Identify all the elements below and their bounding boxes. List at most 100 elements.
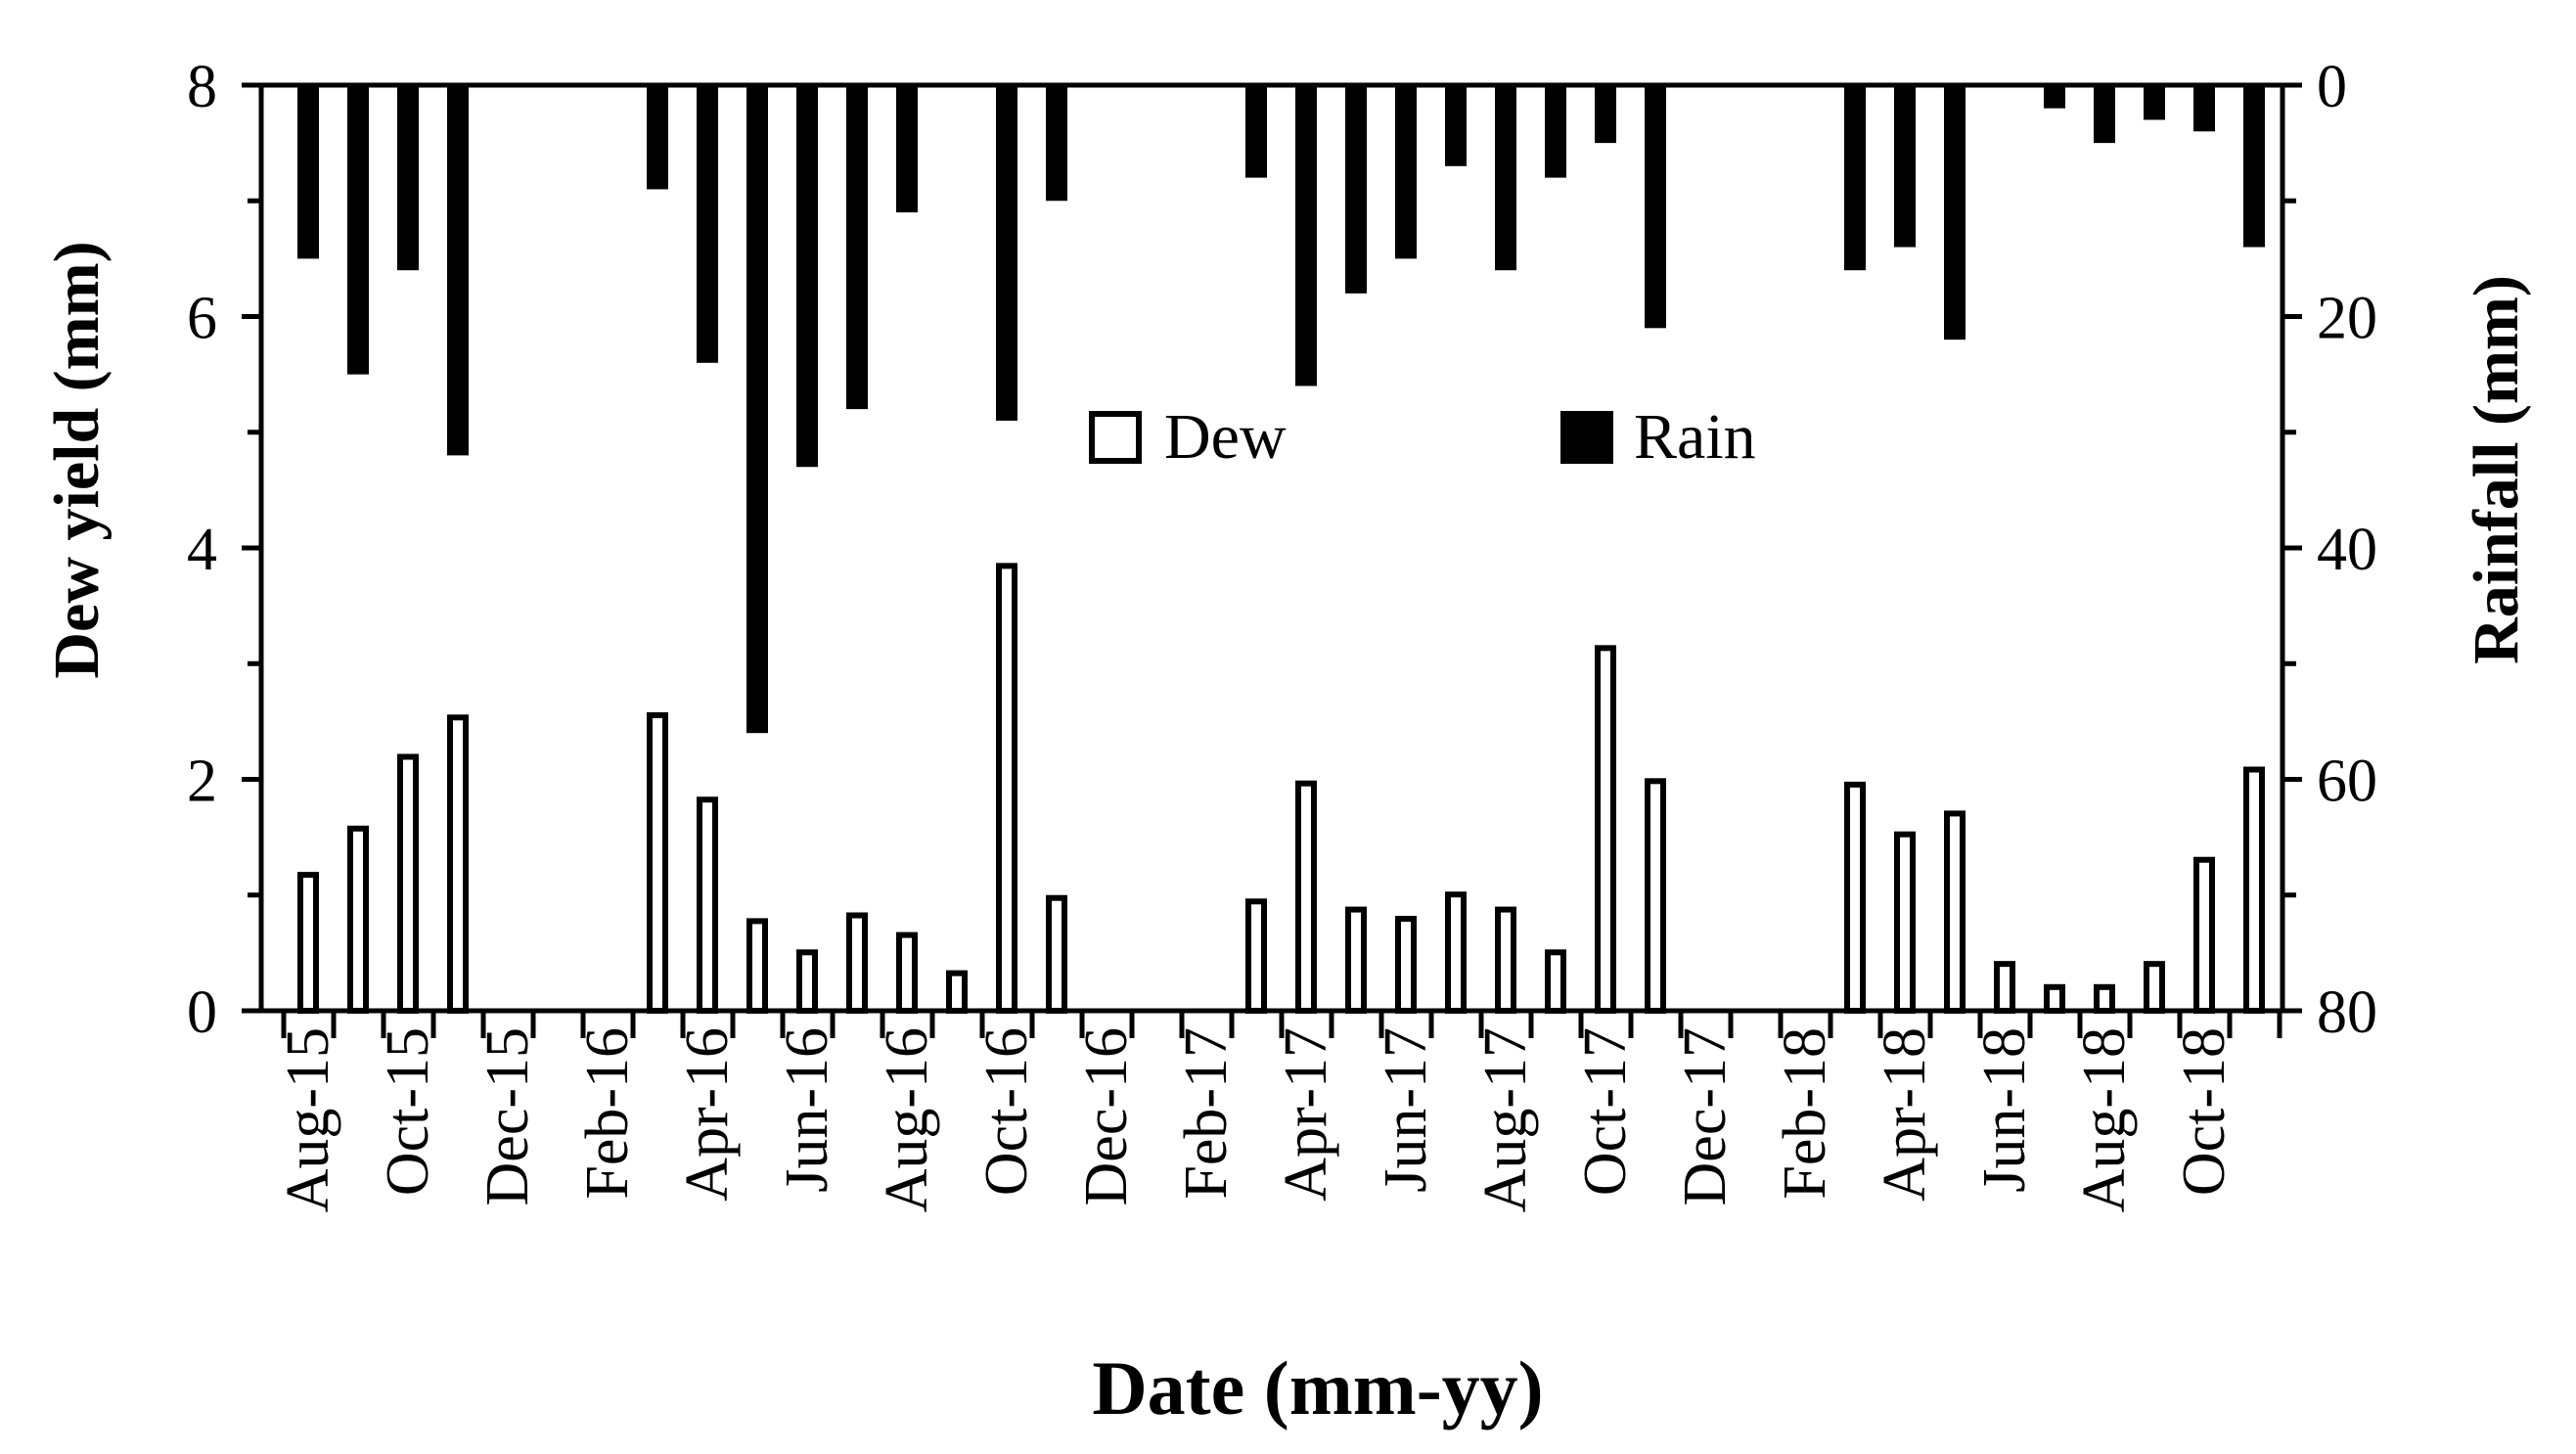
- legend-dew-swatch: [1089, 411, 1142, 464]
- y-tick-label: 8: [187, 54, 217, 120]
- rain-series: [297, 85, 2265, 734]
- rain-bar: [697, 85, 718, 363]
- rain-bar: [647, 85, 668, 190]
- dew-bar: [996, 563, 1017, 1014]
- y2-tick-labels: 0 20 40 60 80: [2317, 54, 2377, 1046]
- rain-bar: [896, 85, 918, 213]
- axes: [242, 82, 2302, 1038]
- x-tick-label: Apr-17: [1273, 1027, 1339, 1202]
- dew-bar: [1295, 780, 1317, 1014]
- rain-bar: [297, 85, 319, 259]
- x-tick-label: Dec-15: [475, 1027, 541, 1205]
- x-tick-label: Dec-16: [1073, 1027, 1140, 1205]
- x-tick-label: Apr-18: [1872, 1027, 1938, 1202]
- dew-bar: [297, 872, 319, 1014]
- y-tick-labels: 0 2 4 6 8: [187, 54, 217, 1046]
- rain-bar: [397, 85, 419, 271]
- dew-bar: [2044, 983, 2065, 1014]
- dew-bar: [347, 825, 369, 1014]
- y2-tick-label: 20: [2317, 286, 2377, 352]
- y2-tick-label: 0: [2317, 54, 2347, 120]
- dew-bar: [647, 711, 668, 1014]
- rain-bar: [2144, 85, 2165, 120]
- rain-bar: [2044, 85, 2065, 109]
- rain-bar: [1844, 85, 1866, 271]
- rain-bar: [1944, 85, 1966, 341]
- dew-bar: [1345, 906, 1367, 1015]
- dew-bar: [2243, 766, 2265, 1014]
- x-tick-label: Oct-15: [375, 1027, 441, 1196]
- legend-rain-swatch: [1560, 411, 1613, 464]
- rain-bar: [347, 85, 369, 375]
- x-tick-label: Feb-16: [574, 1027, 641, 1200]
- y-tick-label: 0: [187, 979, 217, 1046]
- x-tick-label: Aug-16: [874, 1027, 940, 1212]
- y2-tick-label: 80: [2317, 979, 2377, 1046]
- dew-bar: [2193, 856, 2215, 1014]
- dew-bar: [1944, 810, 1966, 1014]
- dew-bar: [1445, 891, 1467, 1015]
- rain-bar: [796, 85, 818, 468]
- dew-bar: [946, 970, 968, 1014]
- rain-bar: [1595, 85, 1616, 144]
- y-axis-title: Dew yield (mm): [41, 241, 113, 678]
- dew-bar: [896, 931, 918, 1015]
- rain-bar: [447, 85, 469, 456]
- dew-bar: [2094, 983, 2115, 1014]
- y-tick-label: 2: [187, 749, 217, 815]
- dew-bar: [1844, 781, 1866, 1014]
- x-tick-label: Jun-16: [774, 1027, 840, 1193]
- x-tick-labels: Aug-15 Oct-15 Dec-15 Feb-16 Apr-16 Jun-16 Aug-…: [275, 1027, 2237, 1212]
- rain-bar: [1345, 85, 1367, 294]
- dew-bar: [697, 796, 718, 1014]
- rain-bar: [996, 85, 1017, 421]
- rain-bar: [1645, 85, 1666, 329]
- x-tick-label: Dec-17: [1672, 1027, 1739, 1205]
- dew-bar: [2144, 961, 2165, 1015]
- dew-bar: [1545, 949, 1566, 1015]
- rain-bar: [1445, 85, 1467, 166]
- legend-dew-label: Dew: [1164, 401, 1287, 473]
- x-tick-label: Aug-18: [2071, 1027, 2138, 1212]
- dew-bar: [1495, 906, 1516, 1015]
- dew-bar: [1046, 894, 1067, 1014]
- y2-tick-label: 40: [2317, 517, 2377, 583]
- x-tick-label: Feb-17: [1173, 1027, 1240, 1200]
- x-tick-label: Feb-18: [1772, 1027, 1838, 1200]
- y2-tick-label: 60: [2317, 749, 2377, 815]
- x-tick-label: Oct-17: [1572, 1027, 1639, 1196]
- x-tick-label: Apr-16: [674, 1027, 741, 1202]
- legend: Dew Rain: [1089, 401, 1756, 473]
- rain-bar: [2243, 85, 2265, 248]
- dew-bar: [846, 912, 868, 1014]
- legend-rain-label: Rain: [1634, 401, 1756, 473]
- dew-bar: [1245, 898, 1267, 1014]
- dew-bar: [1994, 961, 2015, 1015]
- rain-bar: [846, 85, 868, 410]
- dew-series: [297, 563, 2265, 1015]
- dew-bar: [746, 918, 768, 1015]
- x-axis-title: Date (mm-yy): [1092, 1345, 1543, 1431]
- y-tick-label: 6: [187, 286, 217, 352]
- x-tick-label: Oct-16: [973, 1027, 1040, 1196]
- rain-bar: [1046, 85, 1067, 202]
- rain-bar: [1495, 85, 1516, 271]
- y2-axis-title: Rainfall (mm): [2461, 275, 2532, 664]
- rain-bar: [1295, 85, 1317, 386]
- dew-bar: [796, 949, 818, 1015]
- dew-bar: [397, 753, 419, 1014]
- rain-bar: [2094, 85, 2115, 144]
- dew-bar: [1894, 831, 1916, 1015]
- dew-bar: [1395, 916, 1417, 1014]
- rain-bar: [1395, 85, 1417, 259]
- dew-bar: [1645, 778, 1666, 1014]
- x-tick-label: Jun-17: [1373, 1027, 1439, 1193]
- dew-bar: [1595, 645, 1616, 1015]
- rain-bar: [2193, 85, 2215, 132]
- rain-bar: [746, 85, 768, 734]
- y-tick-label: 4: [187, 517, 217, 583]
- rain-bar: [1245, 85, 1267, 178]
- x-tick-label: Aug-15: [275, 1027, 341, 1212]
- x-tick-label: Aug-17: [1472, 1027, 1539, 1212]
